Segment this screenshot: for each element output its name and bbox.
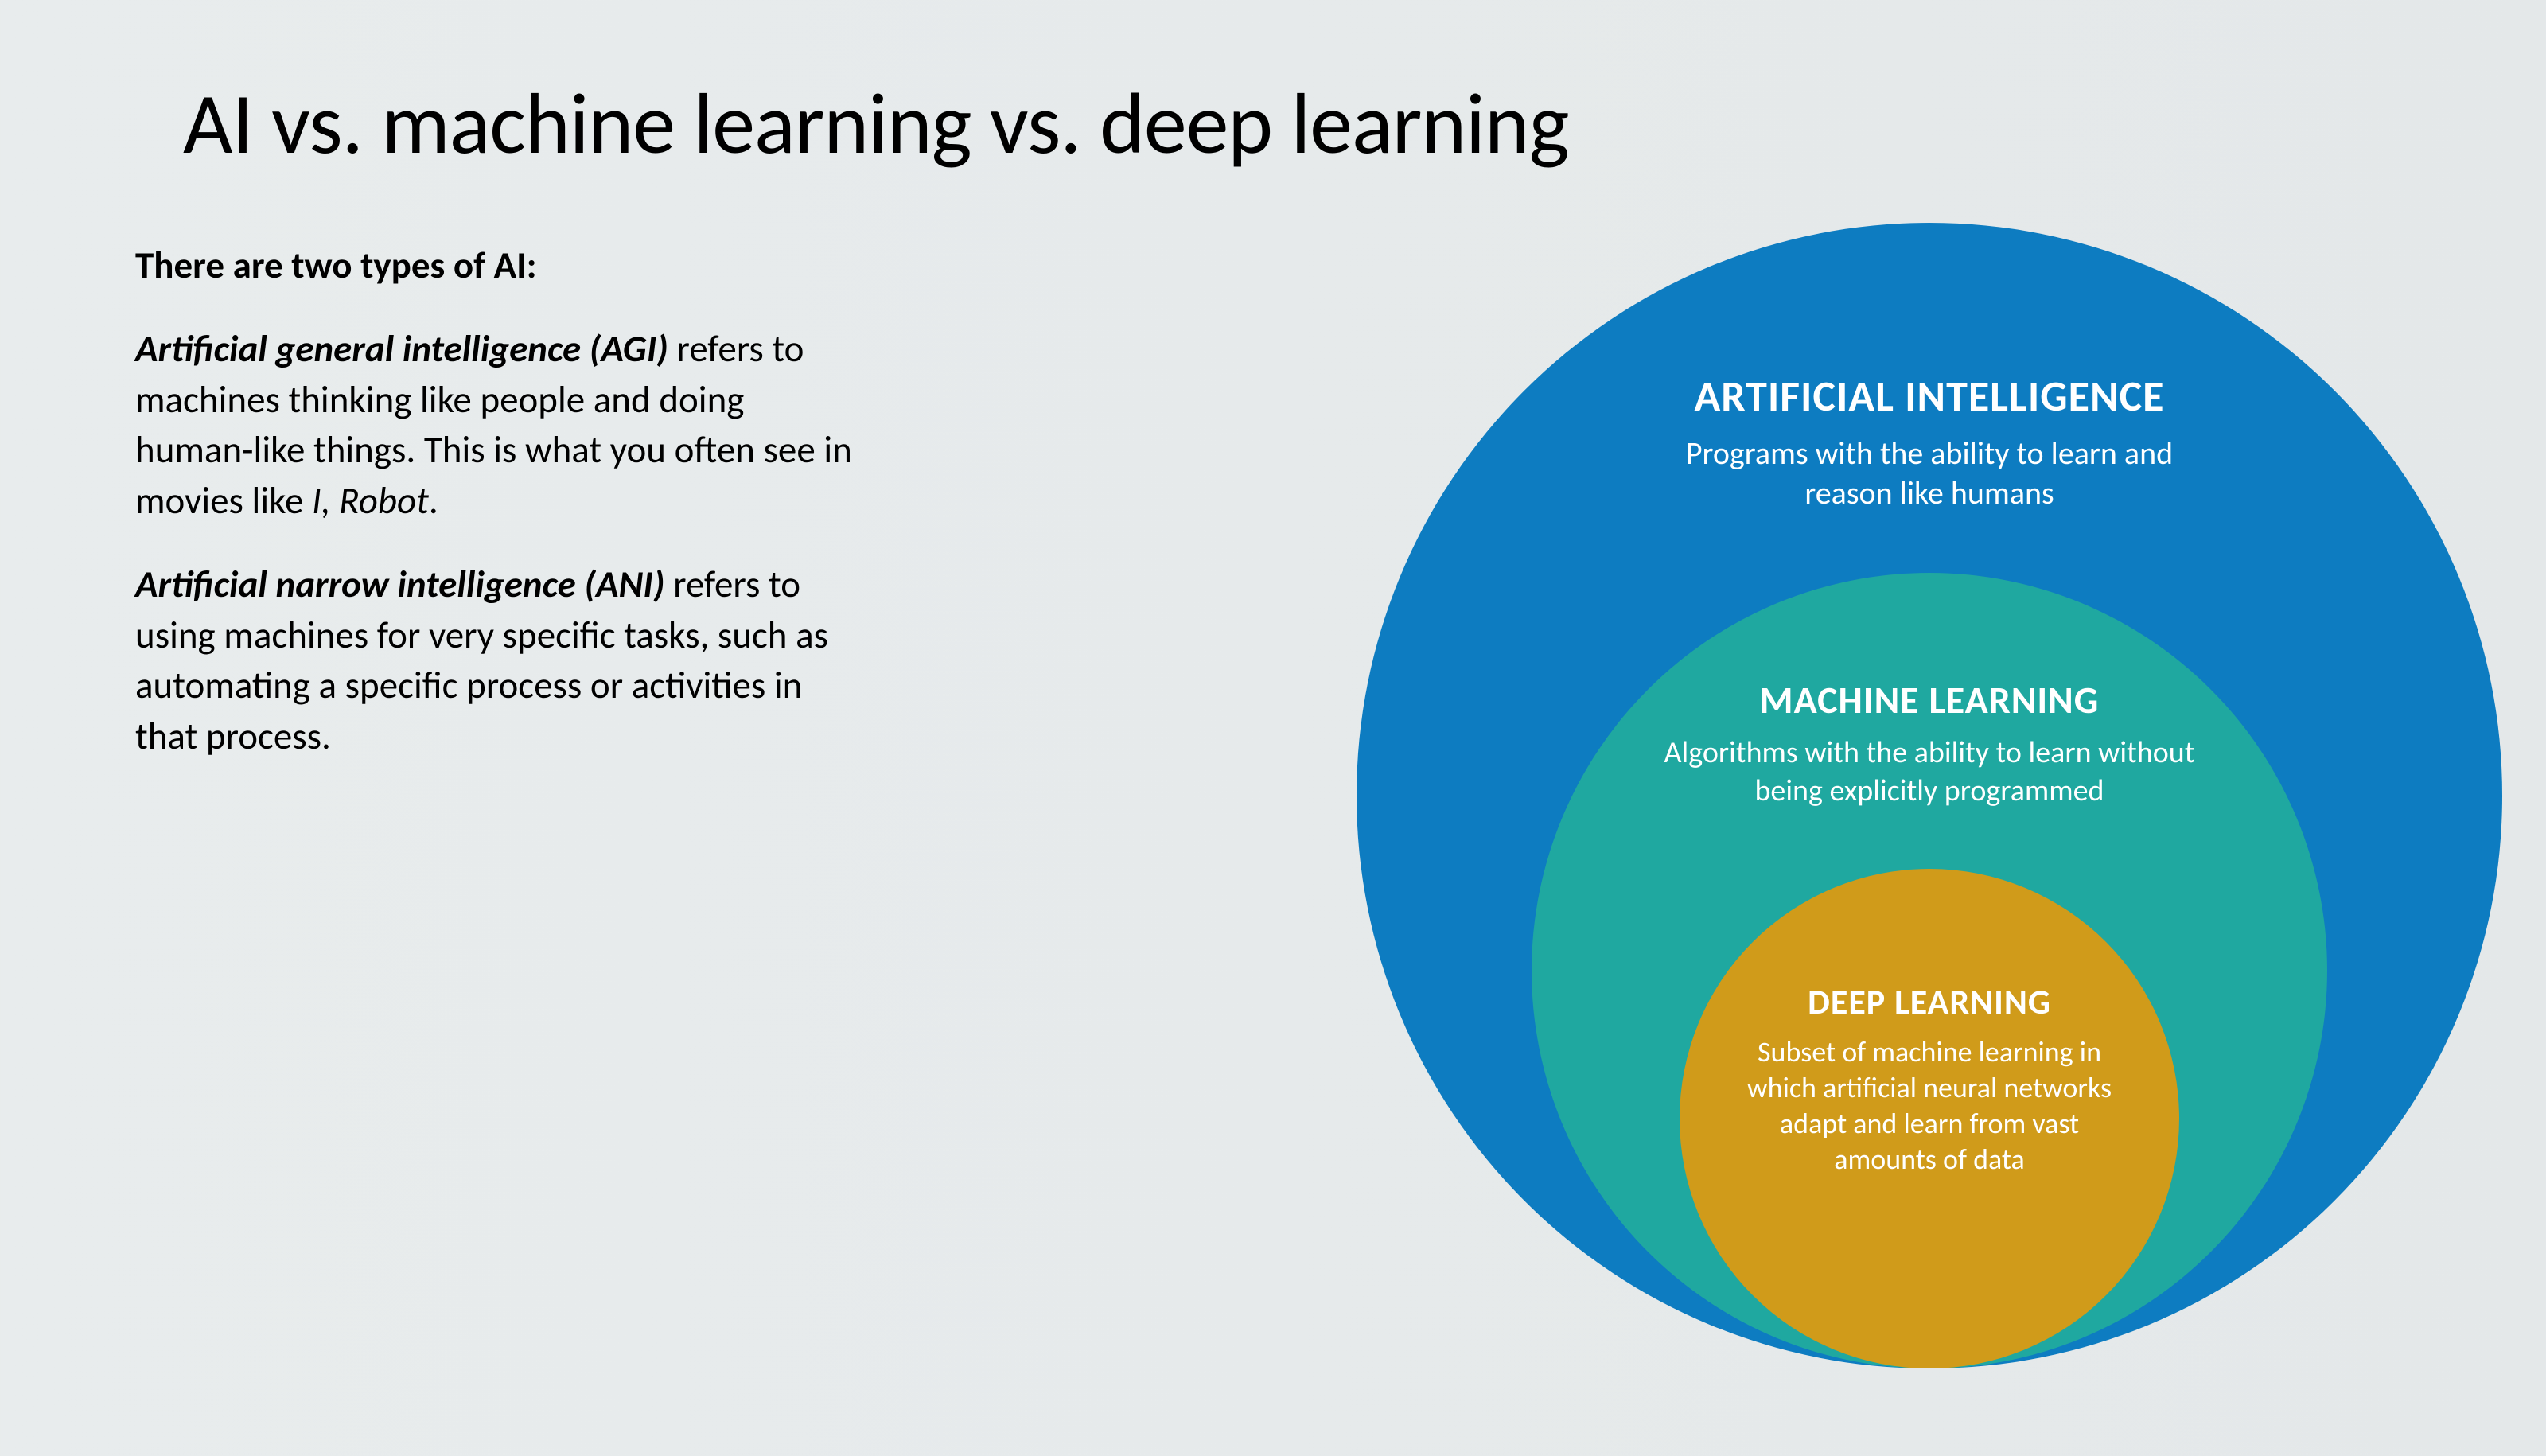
ml-circle-desc: Algorithms with the ability to learn wit… [1643,734,2216,810]
intro-text: There are two types of AI: [135,240,867,290]
dl-circle-title: DEEP LEARNING [1808,980,2051,1023]
dl-circle: DEEP LEARNING Subset of machine learning… [1680,869,2179,1368]
text-column: There are two types of AI: Artificial ge… [135,240,867,795]
agi-term: Artificial general intelligence (AGI) [135,325,668,372]
agi-paragraph: Artificial general intelligence (AGI) re… [135,324,867,526]
ani-paragraph: Artificial narrow intelligence (ANI) ref… [135,559,867,761]
ai-circle-title: ARTIFICIAL INTELLIGENCE [1694,370,2164,422]
movie-title: I, Robot [312,477,429,524]
ai-circle-desc: Programs with the ability to learn and r… [1659,434,2200,513]
venn-diagram: ARTIFICIAL INTELLIGENCE Programs with th… [1313,223,2546,1456]
dl-circle-desc: Subset of machine learning in which arti… [1730,1034,2128,1178]
slide: AI vs. machine learning vs. deep learnin… [0,0,2546,1432]
ani-term: Artificial narrow intelligence (ANI) [135,561,664,607]
agi-end: . [429,477,438,524]
ml-circle-title: MACHINE LEARNING [1760,676,2100,723]
page-title: AI vs. machine learning vs. deep learnin… [135,72,2411,177]
